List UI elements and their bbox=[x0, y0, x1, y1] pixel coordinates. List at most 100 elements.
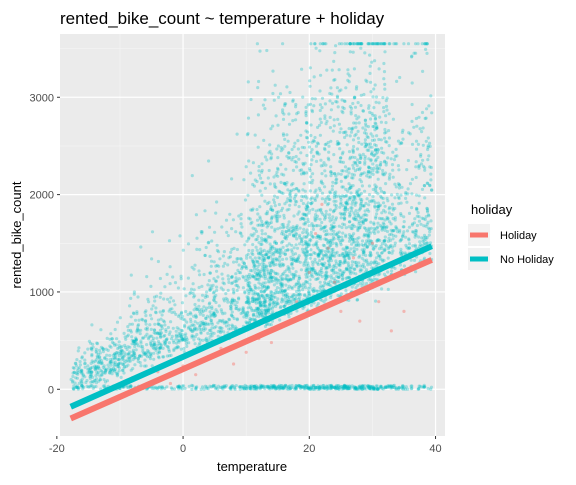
scatter-point bbox=[307, 239, 311, 243]
scatter-point bbox=[289, 199, 293, 203]
scatter-point bbox=[102, 364, 106, 368]
scatter-point bbox=[240, 225, 244, 229]
scatter-point bbox=[367, 384, 371, 388]
scatter-point bbox=[122, 371, 126, 375]
scatter-point bbox=[110, 340, 115, 344]
scatter-point bbox=[241, 387, 245, 391]
scatter-point bbox=[287, 385, 291, 389]
scatter-point bbox=[364, 122, 368, 126]
scatter-point bbox=[287, 302, 291, 306]
scatter-point bbox=[369, 166, 373, 171]
scatter-point bbox=[229, 313, 233, 317]
scatter-point bbox=[265, 240, 269, 244]
scatter-point bbox=[263, 239, 267, 243]
scatter-point bbox=[334, 218, 338, 222]
scatter-point bbox=[285, 225, 289, 230]
scatter-point bbox=[280, 384, 284, 388]
scatter-point bbox=[335, 250, 339, 254]
scatter-point bbox=[137, 355, 141, 359]
scatter-point bbox=[364, 78, 368, 82]
scatter-point bbox=[426, 145, 430, 149]
scatter-point bbox=[289, 255, 293, 259]
scatter-point bbox=[180, 332, 184, 337]
scatter-point bbox=[313, 251, 317, 256]
scatter-point bbox=[251, 182, 255, 187]
scatter-point bbox=[230, 247, 234, 251]
scatter-point bbox=[367, 157, 371, 161]
scatter-point bbox=[314, 385, 318, 390]
scatter-point bbox=[359, 103, 363, 108]
scatter-point bbox=[295, 300, 299, 304]
scatter-point bbox=[201, 338, 205, 342]
scatter-point bbox=[192, 308, 196, 312]
scatter-point bbox=[179, 334, 183, 338]
scatter-point bbox=[305, 245, 309, 249]
scatter-point bbox=[245, 297, 249, 301]
scatter-point bbox=[279, 283, 283, 287]
scatter-point bbox=[158, 333, 162, 337]
scatter-point bbox=[215, 243, 219, 247]
scatter-point bbox=[247, 236, 251, 240]
scatter-point bbox=[257, 269, 261, 273]
scatter-point bbox=[182, 384, 186, 388]
scatter-point bbox=[345, 143, 349, 147]
scatter-point bbox=[337, 89, 341, 93]
scatter-point bbox=[218, 331, 223, 335]
scatter-point bbox=[324, 237, 328, 241]
scatter-point bbox=[358, 178, 362, 182]
scatter-point bbox=[93, 379, 97, 383]
scatter-point bbox=[349, 234, 353, 238]
scatter-point bbox=[260, 242, 264, 246]
scatter-point bbox=[254, 386, 259, 390]
scatter-point bbox=[275, 258, 279, 262]
scatter-point bbox=[382, 225, 386, 229]
scatter-point bbox=[293, 387, 297, 391]
scatter-point bbox=[179, 347, 183, 351]
scatter-point bbox=[358, 197, 362, 201]
scatter-point bbox=[247, 292, 251, 296]
scatter-point bbox=[382, 77, 386, 81]
scatter-point bbox=[237, 277, 241, 281]
scatter-point bbox=[74, 385, 79, 389]
scatter-point bbox=[152, 386, 156, 391]
scatter-point bbox=[290, 248, 294, 252]
scatter-point bbox=[410, 177, 414, 181]
scatter-point bbox=[407, 242, 411, 246]
scatter-point bbox=[387, 175, 392, 179]
scatter-point bbox=[297, 235, 302, 239]
scatter-point bbox=[348, 211, 352, 215]
scatter-point bbox=[374, 122, 378, 126]
scatter-point bbox=[275, 300, 279, 304]
scatter-point bbox=[293, 300, 297, 304]
scatter-point bbox=[353, 213, 357, 217]
scatter-point bbox=[80, 377, 84, 381]
scatter-point bbox=[104, 367, 109, 371]
scatter-point bbox=[111, 353, 115, 357]
scatter-point bbox=[332, 196, 336, 200]
scatter-point bbox=[244, 315, 248, 319]
scatter-point bbox=[339, 309, 343, 314]
scatter-point bbox=[264, 288, 268, 292]
scatter-point bbox=[274, 385, 278, 389]
scatter-point bbox=[376, 42, 380, 46]
scatter-point bbox=[303, 253, 307, 257]
scatter-point bbox=[364, 387, 368, 391]
scatter-point bbox=[232, 386, 237, 390]
scatter-point bbox=[343, 386, 347, 390]
scatter-point bbox=[291, 277, 296, 281]
scatter-point bbox=[187, 325, 191, 329]
scatter-point bbox=[384, 114, 388, 118]
scatter-point bbox=[371, 172, 375, 176]
scatter-point bbox=[260, 239, 264, 243]
scatter-point bbox=[259, 384, 264, 388]
scatter-point bbox=[252, 275, 256, 279]
scatter-point bbox=[264, 221, 268, 225]
scatter-point bbox=[248, 255, 252, 259]
scatter-point bbox=[313, 257, 317, 261]
scatter-point bbox=[300, 216, 304, 220]
scatter-point bbox=[251, 207, 255, 211]
scatter-point bbox=[177, 384, 181, 388]
scatter-point bbox=[337, 280, 341, 284]
scatter-point bbox=[183, 334, 187, 338]
scatter-point bbox=[317, 208, 321, 212]
